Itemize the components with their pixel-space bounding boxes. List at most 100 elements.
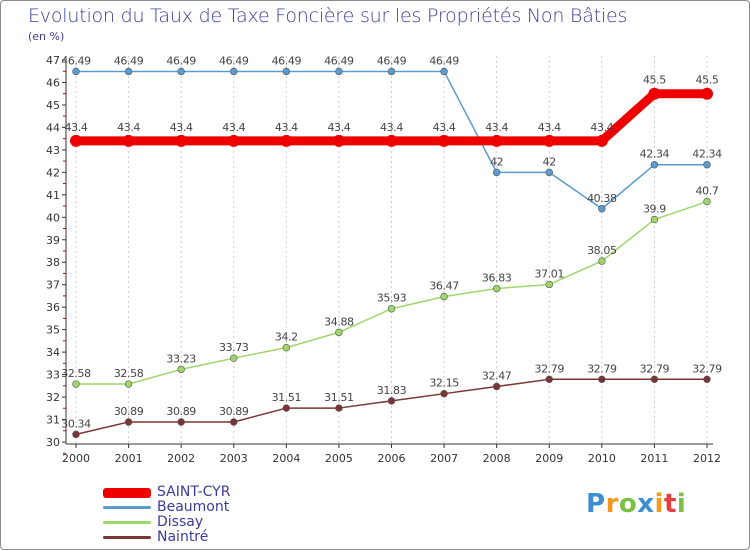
data-point-beaumont-2003 xyxy=(230,67,238,76)
data-point-dissay-2011 xyxy=(650,215,659,224)
y-tick-label-36: 36 xyxy=(46,301,60,314)
data-label-dissay-2001: 32.58 xyxy=(114,367,144,380)
data-label-naintr--2011: 32.79 xyxy=(640,362,670,375)
data-point-beaumont-2011 xyxy=(650,161,659,169)
data-label-beaumont-2000: 46.49 xyxy=(61,54,91,67)
data-label-beaumont-2004: 46.49 xyxy=(272,54,302,67)
data-point-beaumont-2012 xyxy=(703,161,711,169)
y-tick-label-34: 34 xyxy=(46,346,60,359)
data-point-saint-cyr-2012 xyxy=(701,87,713,100)
data-label-beaumont-2001: 46.49 xyxy=(114,54,144,67)
data-point-saint-cyr-2007 xyxy=(438,134,451,147)
x-tick-label-2002: 2002 xyxy=(167,452,195,465)
data-point-dissay-2006 xyxy=(387,305,396,313)
data-label-dissay-2006: 35.93 xyxy=(377,292,407,305)
x-tick-label-2005: 2005 xyxy=(325,452,353,465)
data-label-dissay-2007: 36.47 xyxy=(429,280,459,293)
legend-item-naintre[interactable]: Naintré xyxy=(103,530,230,545)
data-label-saint-cyr-2010: 43.4 xyxy=(590,121,613,134)
data-label-saint-cyr-2002: 43.4 xyxy=(170,121,193,134)
data-label-naintr--2009: 32.79 xyxy=(535,362,565,375)
data-point-beaumont-2002 xyxy=(177,67,185,76)
x-tick-label-2001: 2001 xyxy=(115,452,143,465)
data-label-saint-cyr-2012: 45.5 xyxy=(696,74,719,87)
data-point-naintr--2011 xyxy=(650,375,659,384)
data-label-beaumont-2006: 46.49 xyxy=(377,54,407,67)
logo-letter-1: r xyxy=(605,489,619,519)
y-tick-label-47: 47 xyxy=(46,54,60,67)
data-point-saint-cyr-2005 xyxy=(332,134,345,147)
legend-item-dissay[interactable]: Dissay xyxy=(103,515,230,530)
data-point-dissay-2001 xyxy=(124,380,133,388)
legend-label-naintre: Naintré xyxy=(157,529,209,545)
data-point-naintr--2005 xyxy=(335,404,343,412)
data-label-naintr--2007: 32.15 xyxy=(429,377,459,390)
logo-letter-4: i xyxy=(654,489,664,519)
data-label-beaumont-2012: 42.34 xyxy=(692,148,722,161)
data-label-saint-cyr-2004: 43.4 xyxy=(275,121,298,134)
chart-title: Evolution du Taux de Taxe Foncière sur l… xyxy=(28,5,628,27)
y-tick-label-38: 38 xyxy=(46,256,60,269)
data-point-beaumont-2010 xyxy=(598,205,606,213)
data-label-naintr--2012: 32.79 xyxy=(692,362,722,375)
x-tick-label-2008: 2008 xyxy=(483,452,511,465)
chart-subtitle: (en %) xyxy=(28,30,65,43)
data-point-saint-cyr-2001 xyxy=(122,134,135,147)
data-label-dissay-2002: 33.23 xyxy=(166,352,196,365)
y-tick-label-30: 30 xyxy=(46,436,60,449)
data-point-dissay-2004 xyxy=(282,343,291,352)
data-label-beaumont-2010: 40.38 xyxy=(587,192,617,205)
data-label-dissay-2011: 39.9 xyxy=(643,203,666,216)
data-point-naintr--2010 xyxy=(598,375,606,384)
data-point-beaumont-2006 xyxy=(387,67,396,76)
y-tick-label-46: 46 xyxy=(46,76,60,89)
data-point-naintr--2006 xyxy=(387,397,396,405)
legend-swatch-beaumont xyxy=(103,506,151,509)
data-label-dissay-2009: 37.01 xyxy=(535,267,565,280)
data-point-dissay-2012 xyxy=(703,197,711,206)
x-tick-label-2000: 2000 xyxy=(62,452,90,465)
data-point-saint-cyr-2002 xyxy=(175,134,188,147)
data-point-beaumont-2007 xyxy=(440,67,448,76)
data-label-naintr--2000: 30.34 xyxy=(61,417,91,430)
logo-letter-5: t xyxy=(663,489,677,519)
data-label-saint-cyr-2005: 43.4 xyxy=(327,121,350,134)
data-label-naintr--2002: 30.89 xyxy=(166,405,196,418)
data-label-dissay-2008: 36.83 xyxy=(482,272,512,285)
legend-item-beaumont[interactable]: Beaumont xyxy=(103,500,230,515)
data-label-dissay-2005: 34.88 xyxy=(324,315,354,328)
logo-letter-2: o xyxy=(618,489,638,519)
x-tick-label-2007: 2007 xyxy=(430,452,458,465)
data-point-beaumont-2004 xyxy=(282,67,291,76)
y-tick-label-45: 45 xyxy=(46,99,60,112)
data-point-naintr--2003 xyxy=(230,418,238,426)
data-label-dissay-2004: 34.2 xyxy=(275,331,298,344)
x-tick-label-2009: 2009 xyxy=(535,452,563,465)
logo-letter-3: x xyxy=(637,489,655,519)
data-point-beaumont-2001 xyxy=(124,67,133,76)
y-tick-label-40: 40 xyxy=(46,211,60,224)
y-tick-label-41: 41 xyxy=(46,189,60,202)
data-label-dissay-2010: 38.05 xyxy=(587,244,617,257)
data-point-dissay-2002 xyxy=(177,365,185,374)
data-label-dissay-2000: 32.58 xyxy=(61,367,91,380)
y-tick-label-43: 43 xyxy=(46,144,60,157)
legend-label-saint-cyr: SAINT-CYR xyxy=(157,484,231,500)
y-tick-label-35: 35 xyxy=(46,324,60,337)
data-label-saint-cyr-2001: 43.4 xyxy=(117,121,140,134)
data-label-saint-cyr-2006: 43.4 xyxy=(380,121,403,134)
data-label-saint-cyr-2003: 43.4 xyxy=(222,121,245,134)
data-label-naintr--2010: 32.79 xyxy=(587,362,617,375)
data-point-naintr--2008 xyxy=(492,382,501,391)
data-point-dissay-2000 xyxy=(72,380,80,388)
x-tick-label-2003: 2003 xyxy=(220,452,248,465)
y-tick-label-31: 31 xyxy=(46,414,60,427)
data-point-naintr--2004 xyxy=(282,404,291,412)
legend-item-saint-cyr[interactable]: SAINT-CYR xyxy=(103,485,230,500)
data-label-dissay-2012: 40.7 xyxy=(696,185,719,198)
data-point-naintr--2001 xyxy=(124,418,133,426)
data-label-beaumont-2002: 46.49 xyxy=(166,54,196,67)
x-tick-label-2004: 2004 xyxy=(272,452,300,465)
